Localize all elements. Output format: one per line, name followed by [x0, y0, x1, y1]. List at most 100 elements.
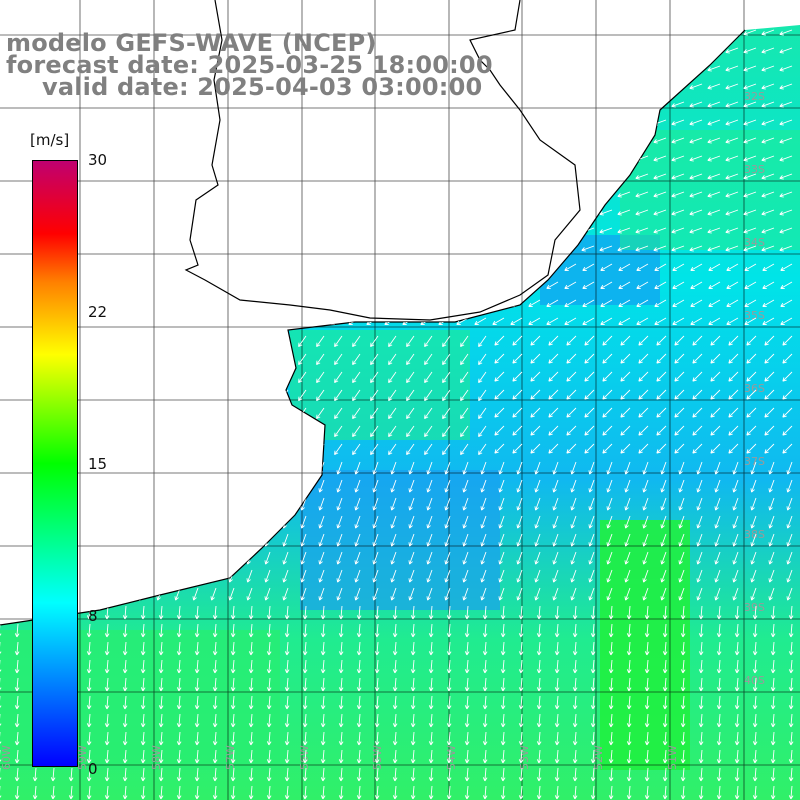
wind-arrow — [388, 371, 397, 384]
wind-arrow — [509, 245, 523, 252]
longitude-label: 52W — [592, 745, 605, 770]
wind-arrow — [230, 623, 236, 638]
wind-arrow — [689, 227, 703, 234]
wind-arrow — [185, 209, 199, 216]
wind-arrow — [318, 533, 325, 547]
wind-arrow — [680, 623, 686, 638]
wind-arrow — [68, 785, 74, 800]
wind-arrow — [456, 299, 469, 307]
wind-arrow — [208, 407, 217, 420]
wind-arrow — [6, 281, 19, 289]
wind-arrow — [82, 335, 91, 348]
wind-arrow — [246, 479, 253, 493]
wind-arrow — [590, 749, 596, 764]
wind-arrow — [428, 605, 434, 620]
wind-arrow — [228, 551, 235, 565]
wind-arrow — [500, 731, 506, 746]
wind-arrow — [530, 407, 541, 418]
wind-arrow — [473, 245, 487, 252]
wind-arrow — [671, 47, 685, 54]
wind-arrow — [608, 605, 614, 620]
wind-arrow — [516, 569, 523, 583]
wind-arrow — [167, 137, 181, 144]
wind-arrow — [563, 137, 577, 144]
wind-arrow — [653, 83, 667, 90]
wind-arrow — [690, 281, 703, 289]
wind-arrow — [725, 29, 739, 36]
wind-arrow — [336, 587, 343, 601]
wind-arrow — [768, 533, 775, 547]
wind-arrow — [212, 659, 218, 674]
wind-arrow — [545, 173, 559, 180]
wind-arrow — [95, 245, 109, 252]
wind-arrow — [426, 533, 433, 547]
wind-arrow — [534, 461, 541, 475]
wind-arrow — [437, 245, 451, 252]
wind-arrow — [401, 119, 415, 126]
wind-arrow — [786, 569, 793, 583]
wind-arrow — [5, 173, 19, 180]
wind-arrow — [190, 407, 199, 420]
wind-arrow — [770, 749, 776, 764]
wind-arrow — [455, 119, 469, 126]
wind-arrow — [248, 605, 254, 620]
wind-arrow — [725, 209, 739, 216]
wind-arrow — [284, 713, 290, 728]
wind-arrow — [122, 713, 128, 728]
wind-arrow — [500, 713, 506, 728]
wind-arrow — [113, 245, 127, 252]
wind-arrow — [334, 443, 343, 456]
wind-arrow — [185, 101, 199, 108]
wind-arrow — [689, 47, 703, 54]
wind-arrow — [120, 479, 127, 493]
wind-arrow — [564, 299, 577, 307]
wind-arrow — [599, 191, 613, 198]
wind-arrow — [768, 461, 775, 475]
wind-arrow — [329, 191, 343, 198]
wind-arrow — [635, 47, 649, 54]
wind-arrow — [527, 245, 541, 252]
wind-arrow — [653, 47, 667, 54]
wind-arrow — [494, 443, 505, 454]
wind-arrow — [10, 425, 19, 438]
wind-arrow — [300, 497, 307, 511]
wind-arrow — [114, 317, 127, 325]
wind-arrow — [617, 137, 631, 144]
wind-arrow — [460, 335, 469, 348]
valid-date: valid date: 2025-04-03 03:00:00 — [42, 73, 483, 101]
wind-arrow — [401, 155, 415, 162]
wind-arrow — [518, 749, 524, 764]
wind-arrow — [208, 425, 217, 438]
wind-arrow — [113, 137, 127, 144]
wind-arrow — [564, 317, 577, 325]
wind-arrow — [410, 605, 416, 620]
wind-arrow — [660, 587, 667, 601]
wind-arrow — [618, 281, 631, 289]
wind-arrow — [239, 119, 253, 126]
wind-arrow — [644, 749, 650, 764]
wind-arrow — [244, 353, 253, 366]
wind-arrow — [716, 605, 722, 620]
wind-arrow — [84, 515, 91, 529]
wind-arrow — [743, 155, 757, 162]
wind-arrow — [86, 785, 92, 800]
wind-arrow — [734, 731, 740, 746]
wind-arrow — [635, 83, 649, 90]
wind-arrow — [280, 425, 289, 438]
wind-arrow — [282, 497, 289, 511]
wind-arrow — [692, 389, 703, 400]
wind-arrow — [174, 515, 181, 529]
wind-arrow — [572, 659, 578, 674]
wind-arrow — [482, 767, 488, 782]
wind-arrow — [732, 569, 739, 583]
wind-arrow — [408, 569, 415, 583]
wind-arrow — [563, 191, 577, 198]
wind-arrow — [620, 371, 631, 382]
wind-arrow — [392, 713, 398, 728]
wind-arrow — [516, 479, 523, 493]
wind-arrow — [624, 479, 631, 493]
wind-arrow — [410, 623, 416, 638]
wind-arrow — [172, 407, 181, 420]
wind-arrow — [689, 83, 703, 90]
colorbar-unit: [m/s] — [30, 131, 70, 149]
